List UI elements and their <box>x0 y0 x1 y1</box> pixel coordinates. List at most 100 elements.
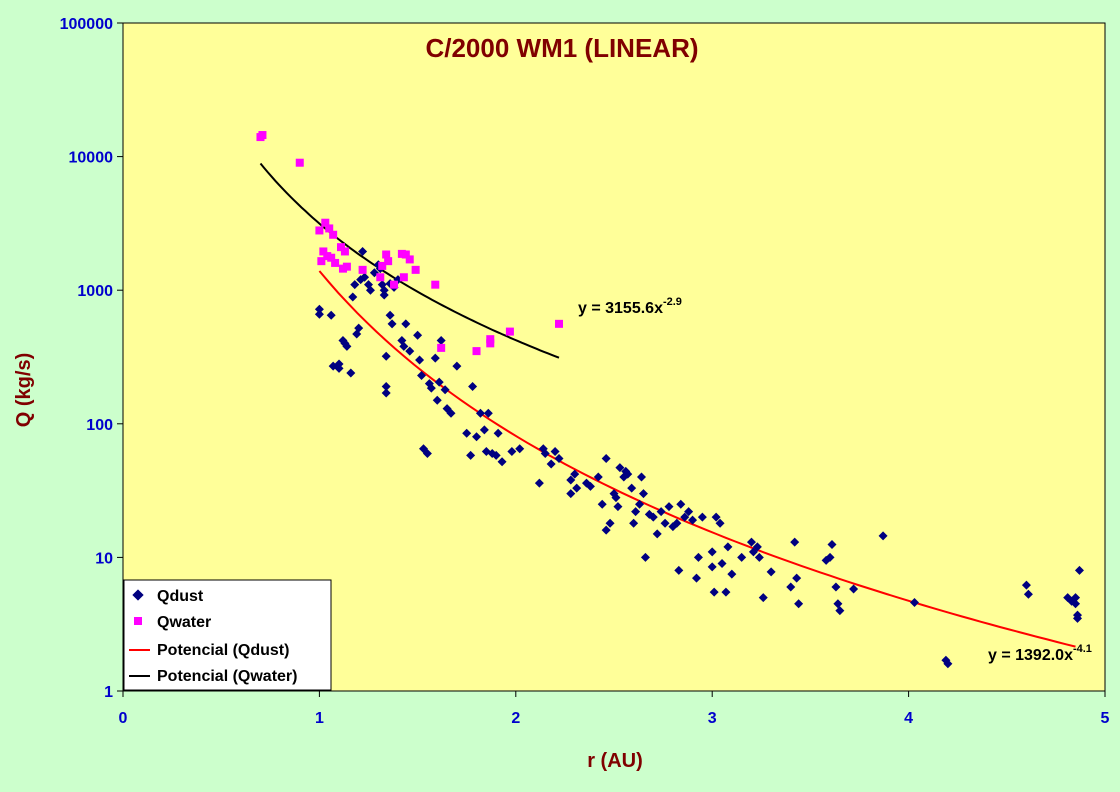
point-qwater <box>319 247 328 256</box>
point-qdust <box>350 280 360 290</box>
point-qdust <box>638 489 648 499</box>
point-qdust <box>436 336 446 346</box>
point-qdust <box>766 567 776 577</box>
point-qdust <box>472 432 482 442</box>
point-qdust <box>758 593 768 603</box>
point-qdust <box>515 444 525 454</box>
point-qdust <box>401 319 411 329</box>
point-qdust <box>554 453 564 463</box>
point-qdust <box>792 573 802 583</box>
point-qdust <box>611 493 621 503</box>
point-qwater <box>390 280 399 289</box>
y-axis-ticks: 1 10 100 1000 10000 100000 <box>60 16 123 701</box>
x-tick-label: 5 <box>1101 710 1110 727</box>
point-qdust <box>636 472 646 482</box>
point-qdust <box>835 606 845 616</box>
y-tick-label: 10 <box>95 550 113 567</box>
point-qdust <box>715 518 725 528</box>
point-qdust <box>358 246 368 256</box>
point-qwater <box>486 339 495 348</box>
y-tick-label: 10000 <box>69 150 114 167</box>
point-qdust <box>717 559 727 569</box>
point-qdust <box>426 383 436 393</box>
point-qdust <box>623 469 633 479</box>
x-axis-label: r (AU) <box>587 750 643 772</box>
point-qdust <box>572 483 582 493</box>
x-tick-label: 2 <box>511 710 520 727</box>
point-qdust <box>452 361 462 371</box>
point-qwater <box>321 218 330 227</box>
point-qwater <box>315 226 324 235</box>
point-qwater <box>472 347 481 356</box>
point-qdust <box>1023 589 1033 599</box>
point-qdust <box>707 562 717 572</box>
chart-title: C/2000 WM1 (LINEAR) <box>425 33 698 63</box>
point-qdust <box>342 341 352 351</box>
point-qdust <box>415 355 425 365</box>
point-qdust <box>387 319 397 329</box>
point-qwater <box>411 265 420 274</box>
point-qdust <box>348 292 358 302</box>
point-qdust <box>664 502 674 512</box>
point-qdust <box>1073 613 1083 623</box>
point-qdust <box>379 290 389 300</box>
point-qdust <box>475 408 485 418</box>
legend: Qdust Qwater Potencial (Qdust) Potencial… <box>123 579 332 691</box>
point-qdust <box>707 547 717 557</box>
point-qdust <box>566 489 576 499</box>
point-qdust <box>909 597 919 607</box>
point-qdust <box>497 457 507 467</box>
point-qdust <box>833 599 843 609</box>
legend-label-water-fit: Potencial (Qwater) <box>157 668 297 685</box>
point-qdust <box>1021 580 1031 590</box>
point-qdust <box>381 388 391 398</box>
point-qdust <box>721 587 731 597</box>
point-qdust <box>593 472 603 482</box>
point-qdust <box>648 512 658 522</box>
point-qwater <box>342 262 351 271</box>
point-qdust <box>379 285 389 295</box>
point-qdust <box>385 310 395 320</box>
dust-fit-equation-exponent: -4.1 <box>1073 643 1092 655</box>
water-fit-equation: y = 3155.6x-2.9 <box>578 296 682 317</box>
point-qdust <box>540 448 550 458</box>
point-qdust <box>468 382 478 392</box>
point-qwater <box>431 280 440 289</box>
point-qdust <box>613 502 623 512</box>
point-qwater <box>340 247 349 256</box>
dust-fit-equation-base: y = 1392.0x <box>988 647 1073 664</box>
point-qdust <box>672 518 682 528</box>
point-qdust <box>346 368 356 378</box>
point-qdust <box>534 478 544 488</box>
legend-label-qwater: Qwater <box>157 614 211 631</box>
point-qwater <box>401 250 410 259</box>
point-qdust <box>314 309 324 319</box>
point-qdust <box>446 408 456 418</box>
point-qdust <box>684 507 694 517</box>
point-qdust <box>417 370 427 380</box>
legend-marker-qwater <box>134 617 142 625</box>
point-qdust <box>615 463 625 473</box>
point-qwater <box>486 335 495 344</box>
point-qdust <box>546 459 556 469</box>
point-qdust <box>727 569 737 579</box>
point-qdust <box>629 518 639 528</box>
point-qdust <box>825 552 835 562</box>
x-tick-label: 3 <box>708 710 717 727</box>
legend-box <box>123 579 332 691</box>
legend-marker-qdust <box>132 589 144 601</box>
point-qdust <box>550 447 560 457</box>
point-qdust <box>399 341 409 351</box>
point-qdust <box>849 584 859 594</box>
point-qdust <box>631 507 641 517</box>
point-qwater <box>325 224 334 233</box>
point-qdust <box>440 385 450 395</box>
point-qdust <box>723 542 733 552</box>
point-qdust <box>827 539 837 549</box>
point-qdust <box>566 475 576 485</box>
point-qdust <box>693 552 703 562</box>
point-qdust <box>752 542 762 552</box>
point-qwater <box>405 255 414 264</box>
